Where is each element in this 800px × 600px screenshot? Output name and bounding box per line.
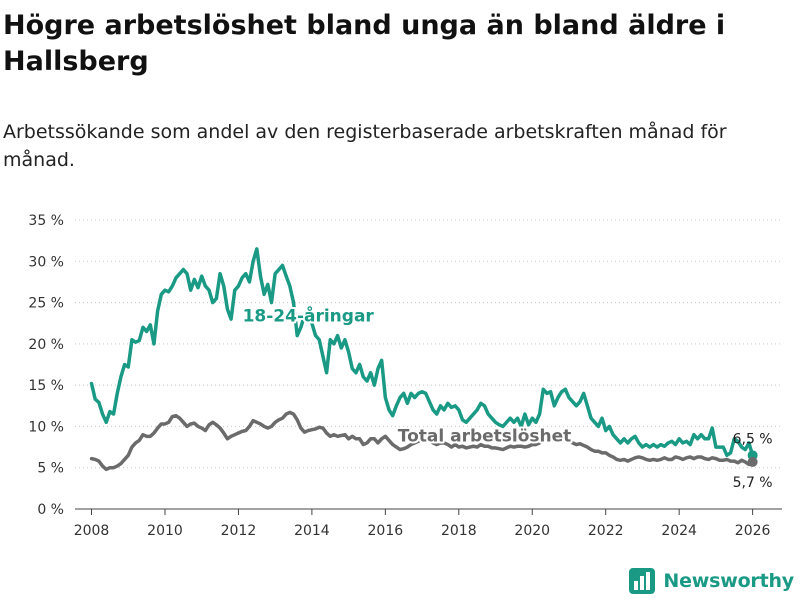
chart-title: Högre arbetslöshet bland unga än bland ä… <box>3 10 726 77</box>
end-label-youth: 6,5 % <box>733 431 773 447</box>
chart-subtitle: Arbetssökande som andel av den registerb… <box>3 121 727 171</box>
series-label-total: Total arbetslöshet <box>398 426 572 446</box>
brand-name: Newsworthy <box>663 570 794 592</box>
axes: 0 % 5 % 10 % 15 % 20 % 25 % 30 % 35 % 2008 2010 20… <box>28 213 782 539</box>
x-tick-label: 2024 <box>661 523 697 539</box>
y-tick-label: 0 % <box>37 502 64 518</box>
y-tick-label: 35 % <box>28 213 64 229</box>
end-label-total: 5,7 % <box>733 475 773 491</box>
y-tick-label: 15 % <box>28 378 64 394</box>
x-tick-label: 2012 <box>221 523 257 539</box>
end-point-total <box>747 456 758 467</box>
y-tick-label: 10 % <box>28 419 64 435</box>
series-label-youth: 18-24-åringar <box>243 305 375 327</box>
x-tick-label: 2022 <box>588 523 624 539</box>
y-tick-label: 30 % <box>28 254 64 270</box>
x-tick-label: 2016 <box>368 523 404 539</box>
series-line-total <box>89 410 755 472</box>
y-tick-label: 25 % <box>28 296 64 312</box>
series-line-youth <box>89 247 755 458</box>
x-tick-label: 2014 <box>294 523 330 539</box>
series-lines <box>89 247 758 472</box>
x-tick-label: 2020 <box>514 523 550 539</box>
y-tick-label: 20 % <box>28 337 64 353</box>
bar-chart-logo-icon <box>629 568 656 594</box>
series-labels: 6,5 % 5,7 % 18-24-åringar Total arbetslöshe… <box>241 303 773 491</box>
newsworthy-logo: Newsworthy <box>629 568 794 594</box>
x-tick-label: 2008 <box>74 523 110 539</box>
y-tick-label: 5 % <box>37 461 64 477</box>
x-tick-label: 2010 <box>147 523 183 539</box>
x-tick-label: 2018 <box>441 523 477 539</box>
x-tick-label: 2026 <box>735 523 771 539</box>
